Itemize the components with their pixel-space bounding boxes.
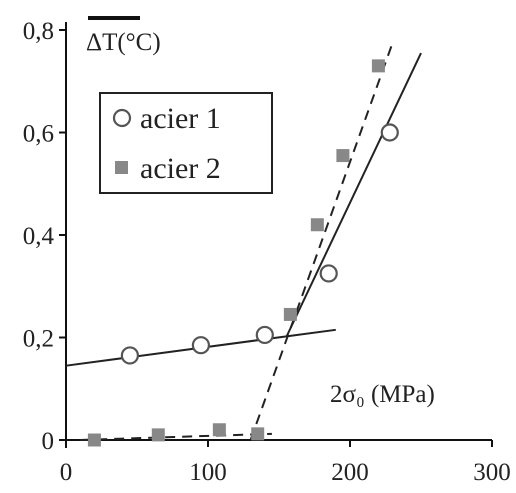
data-point-acier-1 — [380, 123, 399, 142]
x-tick-label: 200 — [331, 459, 369, 486]
y-tick-label: 0,6 — [23, 121, 54, 148]
x-tick-label: 100 — [189, 459, 227, 486]
data-point-acier-2 — [151, 428, 165, 442]
data-point-acier-2 — [251, 427, 265, 441]
y-tick-label: 0 — [42, 428, 55, 455]
data-point-acier-2 — [310, 218, 324, 232]
data-point-acier-2 — [212, 423, 226, 437]
data-point-acier-1 — [319, 264, 338, 283]
data-point-acier-2 — [283, 307, 297, 321]
x-tick-label: 300 — [473, 459, 511, 486]
fit-line-1 — [285, 52, 422, 338]
legend: acier 1 acier 2 — [99, 92, 273, 194]
tick-labels: 0 100 200 300 0 0,2 0,4 0,6 0,8 — [23, 18, 511, 486]
data-point-acier-2 — [87, 433, 101, 447]
legend-marker-acier-1 — [112, 108, 132, 128]
data-point-acier-2 — [336, 149, 350, 163]
fit-line-2 — [80, 432, 272, 441]
legend-label-acier-1: acier 1 — [140, 102, 221, 135]
data-point-acier-1 — [120, 346, 139, 365]
x-tick-label: 0 — [60, 459, 73, 486]
x-axis-label: 2σ₀ (MPa) — [330, 381, 435, 408]
y-tick-label: 0,8 — [23, 18, 54, 45]
y-axis-label: ΔT(°C) — [86, 29, 161, 56]
y-tick-label: 0,2 — [23, 326, 54, 353]
y-tick-label: 0,4 — [23, 223, 55, 250]
data-point-acier-2 — [371, 59, 385, 73]
data-point-acier-1 — [191, 336, 210, 355]
data-points — [87, 59, 399, 447]
legend-label-acier-2: acier 2 — [140, 152, 221, 185]
legend-marker-acier-2 — [115, 161, 128, 174]
legend-box — [99, 92, 273, 194]
fit-line-2 — [249, 42, 394, 441]
data-point-acier-1 — [255, 325, 274, 345]
